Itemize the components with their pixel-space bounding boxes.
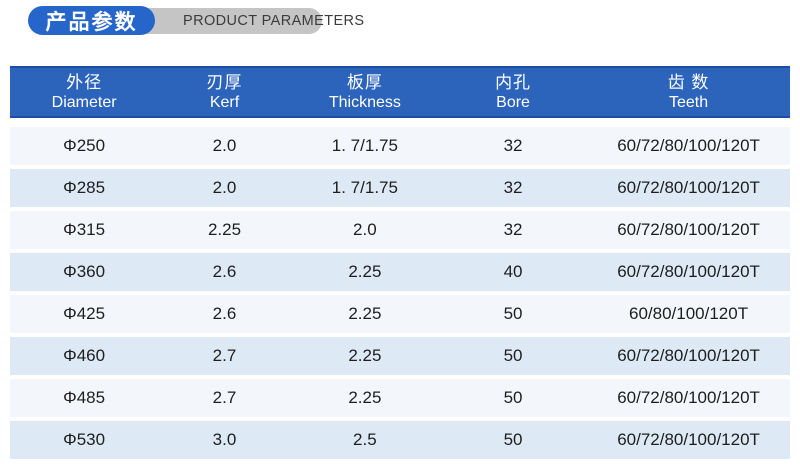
column-header-teeth: 齿 数 Teeth [587, 73, 790, 112]
table-row: Φ425 2.6 2.25 50 60/80/100/120T [10, 295, 790, 333]
table-row: Φ485 2.7 2.25 50 60/72/80/100/120T [10, 379, 790, 417]
table-row: Φ250 2.0 1. 7/1.75 32 60/72/80/100/120T [10, 127, 790, 165]
table-cell: 3.0 [212, 430, 237, 449]
table-cell: 32 [503, 136, 523, 155]
table-cell: 60/72/80/100/120T [617, 178, 760, 197]
table-cell: 1. 7/1.75 [331, 178, 398, 197]
table-cell: Φ485 [63, 388, 106, 407]
table-cell: Φ250 [63, 136, 106, 155]
table-cell: 40 [503, 262, 523, 281]
table-body: Φ250 2.0 1. 7/1.75 32 60/72/80/100/120T Φ285 2… [10, 127, 790, 459]
table-row: Φ360 2.6 2.25 40 60/72/80/100/120T [10, 253, 790, 291]
table-cell: Φ425 [63, 304, 106, 323]
table-cell: Φ315 [63, 220, 106, 239]
table-cell: 2.25 [207, 220, 242, 239]
table-row: Φ315 2.25 2.0 32 60/72/80/100/120T [10, 211, 790, 249]
table-cell: 2.0 [353, 220, 377, 239]
table-cell: 2.0 [212, 178, 237, 197]
column-header-cn: 板厚 [346, 72, 383, 92]
column-header-en: Diameter [51, 93, 117, 111]
table-cell: 60/72/80/100/120T [617, 136, 760, 155]
column-header-cn: 内孔 [495, 72, 532, 92]
table-cell: Φ285 [63, 178, 106, 197]
column-header-kerf: 刃厚 Kerf [158, 73, 291, 112]
table-cell: 32 [503, 178, 523, 197]
table-cell: 2.25 [348, 262, 382, 281]
table-cell: 2.7 [212, 346, 237, 365]
title-blue-pill: 产品参数 [28, 6, 155, 35]
table-cell: 60/72/80/100/120T [617, 220, 760, 239]
column-header-thickness: 板厚 Thickness [291, 73, 439, 112]
column-header-bore: 内孔 Bore [439, 73, 587, 112]
table-cell: 60/72/80/100/120T [617, 388, 760, 407]
column-header-en: Kerf [209, 93, 240, 111]
table-cell: Φ530 [63, 430, 106, 449]
parameters-table: 外径 Diameter 刃厚 Kerf 板厚 Thickness 内孔 Bore 齿 数 Teet… [10, 66, 790, 463]
table-cell: 60/72/80/100/120T [617, 346, 760, 365]
column-header-en: Bore [496, 93, 530, 111]
column-header-cn: 齿 数 [667, 72, 710, 92]
table-cell: 60/72/80/100/120T [617, 430, 760, 449]
table-cell: 2.25 [348, 304, 382, 323]
table-cell: Φ360 [63, 262, 106, 281]
table-cell: 2.6 [212, 304, 237, 323]
table-row: Φ285 2.0 1. 7/1.75 32 60/72/80/100/120T [10, 169, 790, 207]
column-header-en: Teeth [668, 93, 709, 111]
table-cell: Φ460 [63, 346, 106, 365]
table-cell: 50 [503, 346, 523, 365]
table-cell: 2.5 [353, 430, 377, 449]
table-cell: 2.25 [348, 346, 382, 365]
table-cell: 50 [503, 304, 523, 323]
table-cell: 1. 7/1.75 [331, 136, 398, 155]
table-cell: 2.25 [348, 388, 382, 407]
table-cell: 60/80/100/120T [629, 304, 749, 323]
table-row: Φ460 2.7 2.25 50 60/72/80/100/120T [10, 337, 790, 375]
column-header-diameter: 外径 Diameter [10, 73, 158, 112]
table-header-row: 外径 Diameter 刃厚 Kerf 板厚 Thickness 内孔 Bore 齿 数 Teet… [10, 66, 790, 118]
table-row: Φ530 3.0 2.5 50 60/72/80/100/120T [10, 421, 790, 459]
column-header-en: Thickness [328, 93, 401, 111]
section-title-en: PRODUCT PARAMETERS [183, 13, 365, 29]
table-cell: 50 [503, 430, 523, 449]
table-cell: 50 [503, 388, 523, 407]
column-header-cn: 刃厚 [206, 72, 243, 92]
section-title-badge: PRODUCT PARAMETERS 产品参数 [0, 0, 800, 44]
table-cell: 2.0 [212, 136, 237, 155]
table-cell: 32 [503, 220, 523, 239]
section-title-cn: 产品参数 [45, 10, 138, 34]
table-cell: 60/72/80/100/120T [617, 262, 760, 281]
table-cell: 2.6 [212, 262, 237, 281]
column-header-cn: 外径 [66, 72, 103, 92]
table-cell: 2.7 [212, 388, 237, 407]
